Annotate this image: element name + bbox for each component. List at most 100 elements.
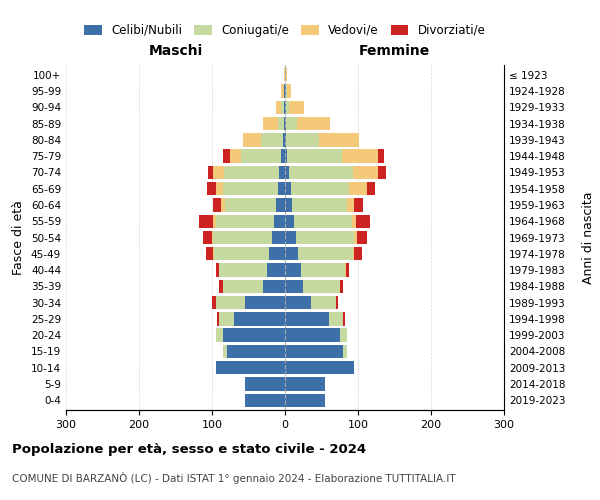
Bar (214, 166, 224, 179)
Bar (283, 133, 285, 146)
Bar (215, 214, 274, 228)
Bar (285, 296, 311, 310)
Bar (347, 198, 355, 211)
Bar (220, 264, 267, 276)
Bar (345, 264, 346, 276)
Bar (329, 312, 343, 326)
Bar (285, 182, 291, 196)
Bar (245, 394, 285, 407)
Bar (340, 328, 347, 342)
Bar (215, 182, 223, 196)
Bar (284, 84, 285, 98)
Bar (285, 133, 286, 146)
Bar (285, 117, 286, 130)
Bar (220, 312, 234, 326)
Bar (285, 68, 286, 82)
Bar (214, 247, 269, 260)
Bar (213, 198, 221, 211)
Bar (285, 344, 343, 358)
Legend: Celibi/Nubili, Coniugati/e, Vedovi/e, Divorziati/e: Celibi/Nubili, Coniugati/e, Vedovi/e, Di… (80, 19, 490, 42)
Bar (278, 182, 285, 196)
Bar (355, 198, 363, 211)
Bar (225, 198, 276, 211)
Bar (276, 198, 285, 211)
Bar (292, 198, 347, 211)
Bar (285, 84, 286, 98)
Bar (286, 133, 319, 146)
Bar (279, 166, 285, 179)
Bar (223, 328, 285, 342)
Bar (261, 133, 283, 146)
Bar (353, 247, 355, 260)
Bar (285, 264, 301, 276)
Bar (301, 264, 345, 276)
Bar (289, 100, 304, 114)
Bar (356, 214, 370, 228)
Bar (343, 312, 345, 326)
Bar (353, 166, 379, 179)
Bar (227, 344, 285, 358)
Bar (245, 378, 285, 390)
Bar (285, 247, 298, 260)
Bar (352, 214, 356, 228)
Bar (311, 296, 336, 310)
Bar (245, 296, 285, 310)
Bar (285, 312, 329, 326)
Bar (285, 280, 303, 293)
Y-axis label: Anni di nascita: Anni di nascita (582, 191, 595, 284)
Bar (287, 84, 291, 98)
Bar (223, 280, 263, 293)
Bar (214, 214, 215, 228)
Bar (284, 68, 285, 82)
Bar (286, 100, 289, 114)
Bar (285, 150, 287, 163)
Bar (274, 214, 285, 228)
Bar (285, 198, 292, 211)
Bar (278, 117, 284, 130)
Bar (285, 166, 289, 179)
Bar (263, 117, 278, 130)
Bar (296, 117, 329, 130)
Bar (215, 264, 220, 276)
Bar (285, 361, 355, 374)
Bar (298, 247, 353, 260)
Bar (203, 231, 212, 244)
Bar (281, 100, 284, 114)
Bar (285, 231, 296, 244)
Bar (284, 100, 285, 114)
Bar (199, 214, 214, 228)
Bar (319, 133, 359, 146)
Bar (281, 84, 284, 98)
Bar (208, 166, 214, 179)
Bar (263, 280, 285, 293)
Bar (355, 247, 362, 260)
Bar (342, 150, 379, 163)
Bar (242, 133, 261, 146)
Bar (285, 214, 294, 228)
Bar (241, 150, 281, 163)
Bar (217, 312, 220, 326)
Bar (230, 150, 241, 163)
Bar (343, 344, 347, 358)
Bar (207, 182, 215, 196)
Bar (294, 214, 352, 228)
Bar (285, 394, 325, 407)
Bar (221, 198, 225, 211)
Bar (224, 166, 279, 179)
Bar (285, 328, 340, 342)
Bar (223, 344, 227, 358)
Bar (286, 68, 287, 82)
Bar (346, 264, 349, 276)
Bar (284, 117, 285, 130)
Bar (212, 296, 215, 310)
Bar (286, 117, 296, 130)
Bar (234, 312, 285, 326)
Bar (289, 166, 353, 179)
Bar (336, 296, 338, 310)
Y-axis label: Fasce di età: Fasce di età (13, 200, 25, 275)
Bar (379, 150, 384, 163)
Bar (275, 100, 281, 114)
Text: COMUNE DI BARZANÒ (LC) - Dati ISTAT 1° gennaio 2024 - Elaborazione TUTTITALIA.IT: COMUNE DI BARZANÒ (LC) - Dati ISTAT 1° g… (12, 472, 455, 484)
Bar (214, 231, 272, 244)
Bar (296, 231, 355, 244)
